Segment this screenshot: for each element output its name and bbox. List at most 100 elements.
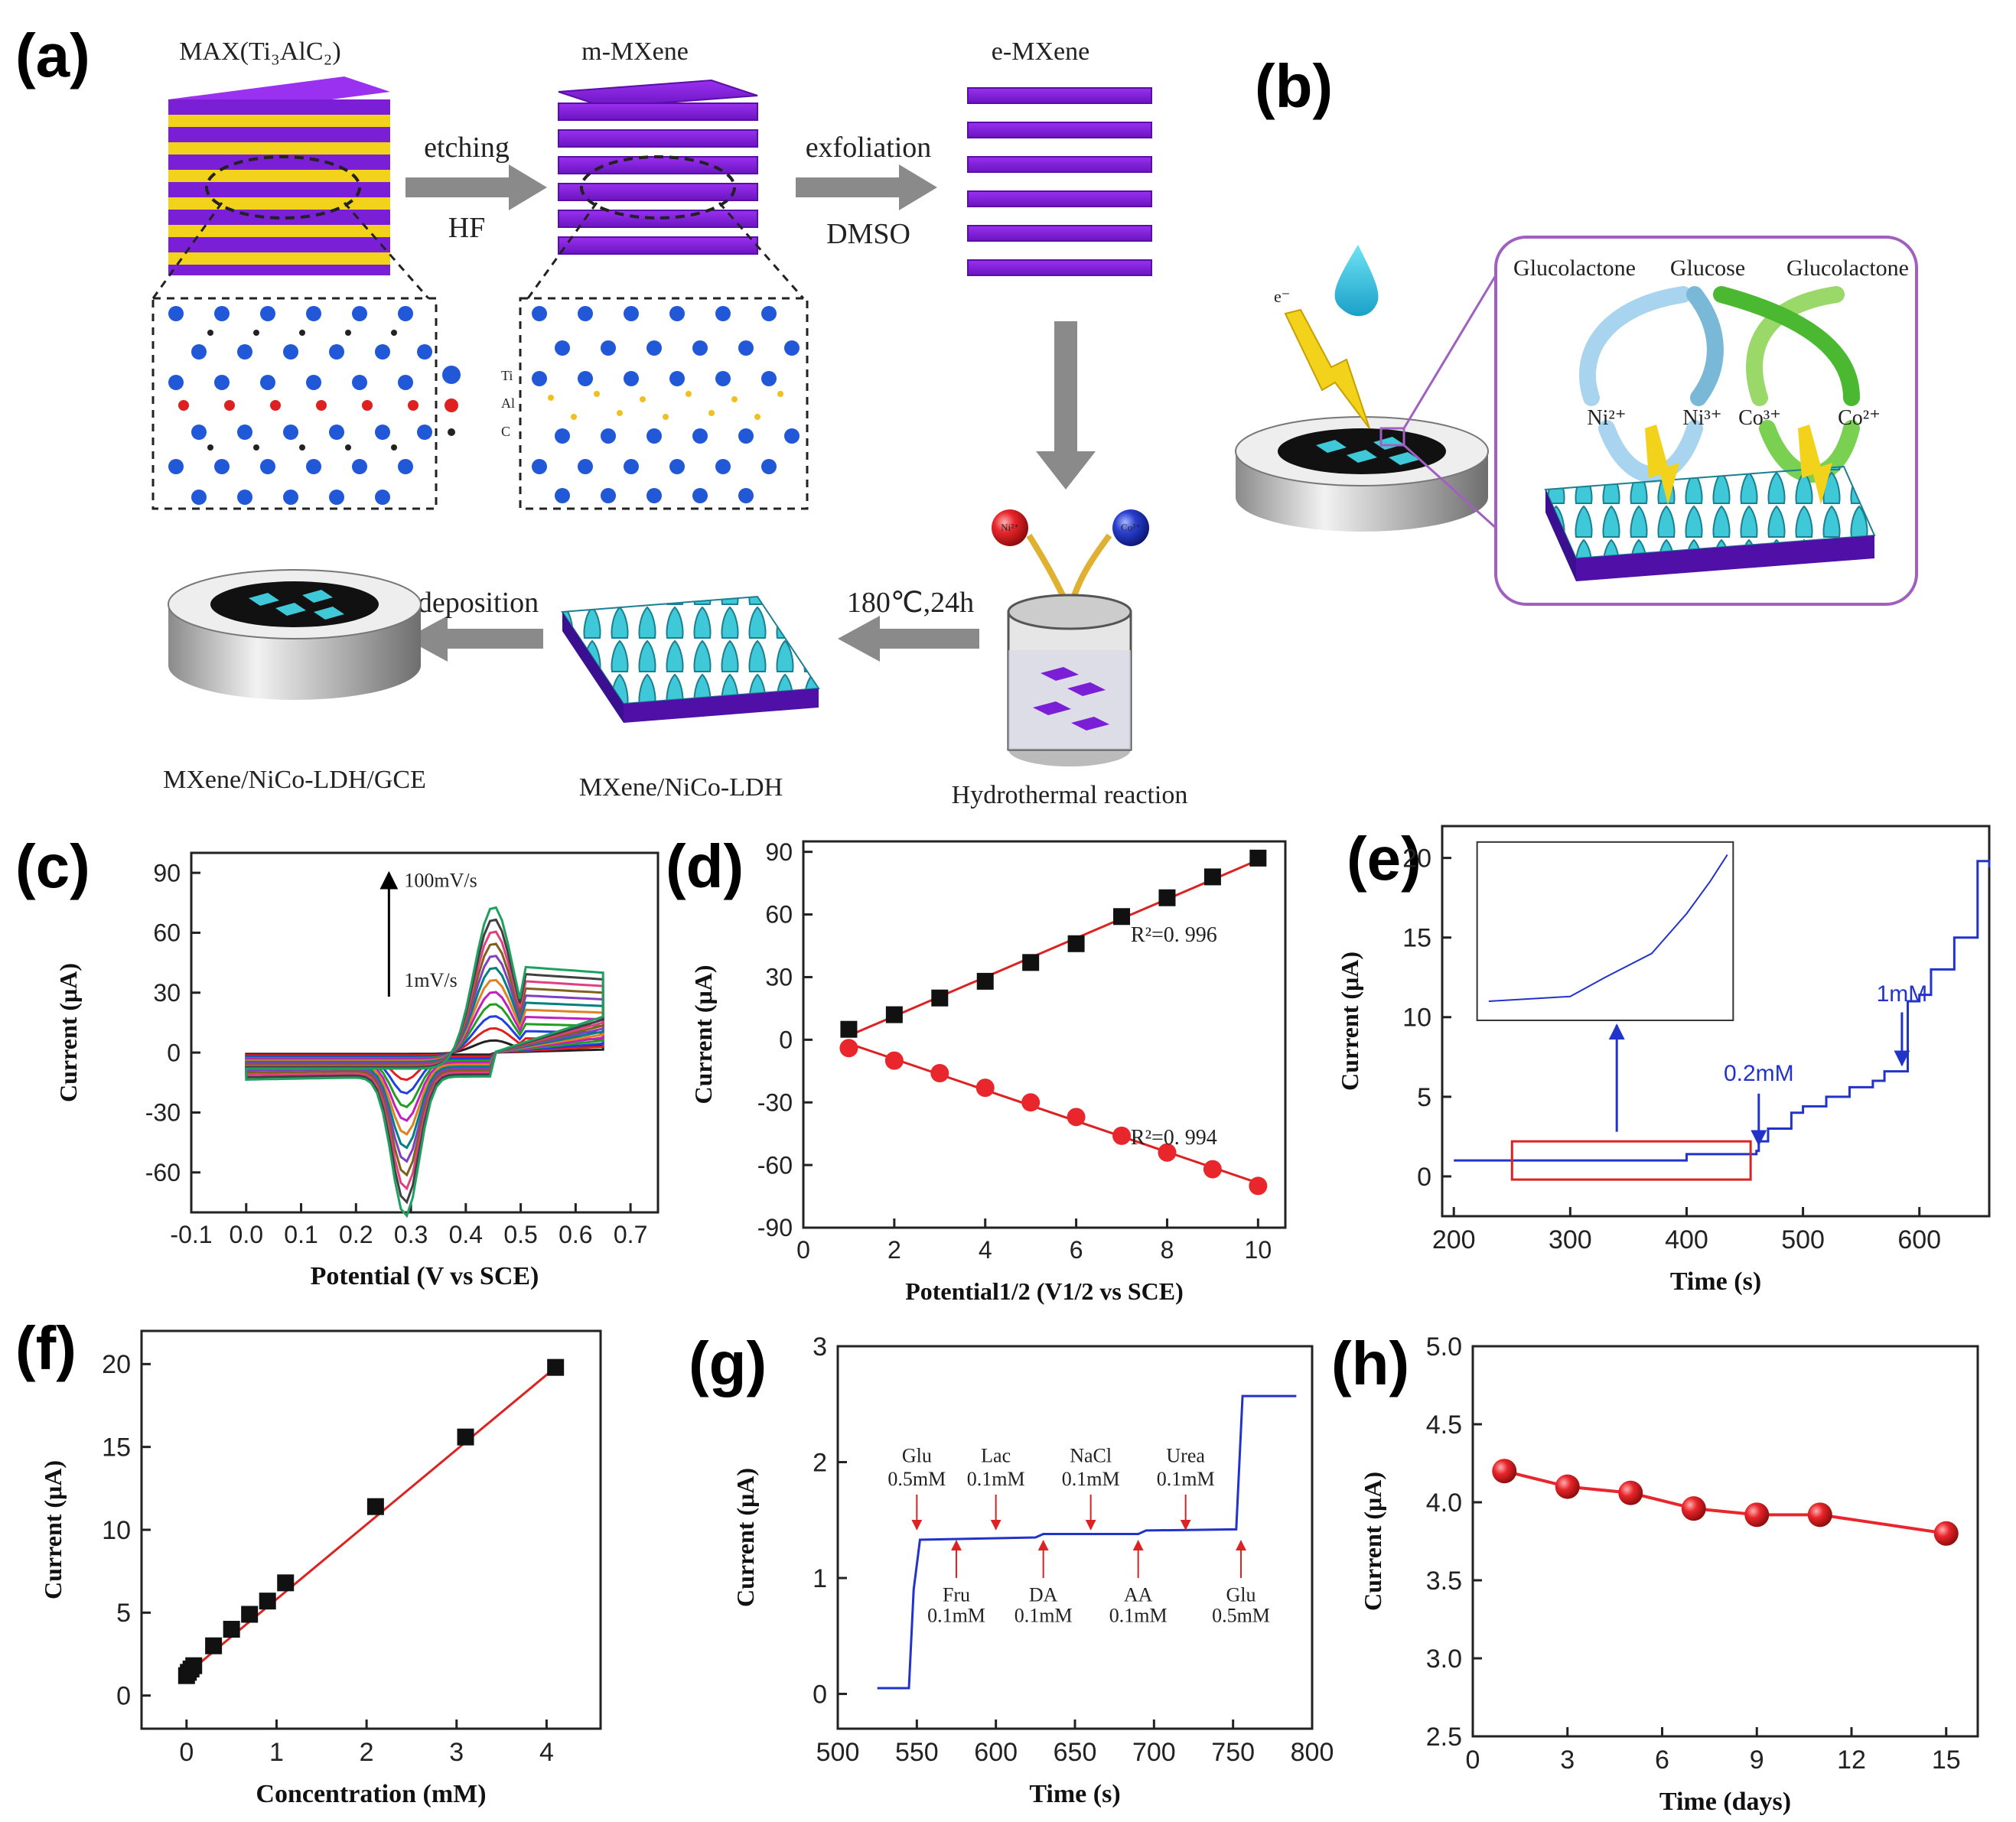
c-ytick-label: 60: [153, 919, 181, 947]
c-xtick-label: 0.1: [284, 1221, 318, 1248]
d-point-cathodic: [975, 1079, 995, 1098]
g-event-bottom-conc: 0.1mM: [1109, 1605, 1168, 1627]
h-ytick-label: 3.5: [1426, 1567, 1462, 1596]
f-xtick-label: 4: [539, 1738, 554, 1767]
panel-label-b: (b): [1255, 52, 1333, 120]
legend-c: C: [501, 424, 510, 439]
g-ytick-label: 3: [813, 1332, 827, 1362]
c-cv-curve-12: [245, 906, 604, 1218]
d-point-anodic: [1158, 889, 1176, 906]
g-event-bottom-conc: 0.5mM: [1212, 1605, 1270, 1627]
c-xtick-label: 0.4: [449, 1221, 483, 1248]
hf-label: HF: [448, 212, 486, 244]
glucolactone-right: Glucolactone: [1786, 255, 1909, 281]
etching-arrow: [405, 164, 547, 210]
f-point: [547, 1358, 565, 1376]
h-point: [1492, 1459, 1517, 1484]
zoom-line-bottom: [1402, 444, 1497, 529]
d-fit-line-cathodic: [848, 1042, 1259, 1184]
e-xtick-label: 300: [1549, 1225, 1592, 1254]
f-point: [241, 1606, 259, 1623]
e-xlabel: Time (s): [1670, 1267, 1761, 1296]
h-ytick-label: 3.0: [1426, 1645, 1462, 1674]
g-ytick-label: 1: [813, 1564, 827, 1593]
c-xtick-label: 0.5: [503, 1221, 537, 1248]
conditions-label: 180℃,24h: [847, 587, 974, 619]
d-point-anodic: [1249, 849, 1267, 867]
d-ytick-label: -90: [757, 1214, 793, 1241]
deposition-label: deposition: [418, 587, 539, 619]
d-xtick-label: 0: [796, 1236, 810, 1264]
f-ytick-label: 5: [116, 1599, 131, 1628]
h-point: [1681, 1496, 1706, 1521]
g-current-trace: [877, 1394, 1297, 1690]
e-plot-frame: [1441, 825, 1991, 1218]
h-plot-frame: [1471, 1345, 1979, 1738]
f-point: [223, 1621, 240, 1638]
c-xtick-label: 0.2: [339, 1221, 373, 1248]
d-point-anodic: [931, 989, 949, 1007]
e-inset-trace: [1488, 854, 1728, 1002]
ldh-label: MXene/NiCo-LDH: [579, 773, 783, 802]
d-point-anodic: [1203, 868, 1221, 886]
g-xtick-label: 550: [895, 1738, 939, 1767]
f-point: [185, 1657, 203, 1674]
d-point-anodic: [885, 1006, 903, 1023]
panel-f: (f) 0 1 2 3 4 0 5 10 15 20 Concentration (mM) Curre…: [15, 1314, 602, 1808]
f-xtick-label: 3: [449, 1738, 464, 1767]
h-xtick-label: 0: [1466, 1746, 1480, 1775]
h-xtick-label: 15: [1932, 1746, 1961, 1775]
h-ylabel: Current (μA): [1359, 1472, 1386, 1611]
d-xtick-label: 4: [979, 1236, 992, 1264]
c-ytick-label: 30: [153, 979, 181, 1007]
d-point-cathodic: [839, 1039, 858, 1058]
d-point-cathodic: [1249, 1176, 1268, 1196]
panel-label-c: (c): [15, 832, 90, 900]
c-xtick-label: -0.1: [170, 1221, 212, 1248]
max-block: [168, 76, 390, 275]
d-r2-cathodic: R²=0. 994: [1131, 1126, 1217, 1150]
c-xtick-label: 0.3: [394, 1221, 428, 1248]
max-lattice-box: [151, 297, 438, 510]
g-xtick-label: 500: [816, 1738, 860, 1767]
g-event-bottom-name: Fru: [943, 1583, 970, 1606]
d-point-anodic: [976, 972, 994, 990]
d-point-cathodic: [930, 1064, 949, 1082]
electron-label: e⁻: [1274, 287, 1290, 306]
d-ytick-label: 30: [765, 964, 793, 991]
g-event-top-name: Lac: [981, 1445, 1011, 1467]
f-fit-line: [185, 1366, 557, 1675]
d-xlabel: Potential1/2 (V1/2 vs SCE): [905, 1277, 1184, 1305]
c-ytick-label: 0: [167, 1039, 181, 1066]
legend-al: Al: [501, 395, 515, 411]
f-point: [457, 1428, 474, 1446]
e-ytick-label: 10: [1402, 1004, 1431, 1033]
e-annotation-a1: 0.2mM: [1724, 1061, 1794, 1086]
c-annotation-top: 100mV/s: [404, 869, 477, 891]
c-ytick-label: -60: [145, 1159, 181, 1186]
c-cv-curve-9: [245, 942, 604, 1177]
chart-c: -0.1 0.0 0.1 0.2 0.3 0.4 0.5 0.6 0.7 -60 -30 0 30 60 9…: [54, 851, 660, 1290]
f-xlabel: Concentration (mM): [256, 1780, 486, 1808]
h-xlabel: Time (days): [1659, 1788, 1791, 1816]
glucolactone-left: Glucolactone: [1513, 255, 1636, 281]
hydrothermal-arrow: [838, 616, 979, 662]
e-ylabel: Current (μA): [1336, 952, 1363, 1091]
e-xtick-label: 400: [1665, 1225, 1708, 1254]
h-xtick-label: 3: [1560, 1746, 1575, 1775]
f-point: [205, 1637, 223, 1654]
g-xtick-label: 700: [1132, 1738, 1176, 1767]
f-point: [366, 1498, 384, 1515]
ni3-label: Ni³⁺: [1682, 406, 1721, 430]
e-zoom-box: [1510, 1140, 1752, 1181]
max-lattice: [168, 306, 432, 505]
d-ytick-label: 60: [765, 901, 793, 929]
deposition-arrow: [405, 616, 543, 662]
h-xtick-label: 9: [1750, 1746, 1764, 1775]
legend-c-atom: [448, 428, 455, 436]
chart-e: 200 300 400 500 600 0 5 10 15 20 Time (s) Current (…: [1336, 825, 1991, 1296]
d-ytick-label: 90: [765, 838, 793, 866]
exfoliation-arrow: [796, 164, 937, 210]
b-electrode: [1235, 416, 1489, 532]
